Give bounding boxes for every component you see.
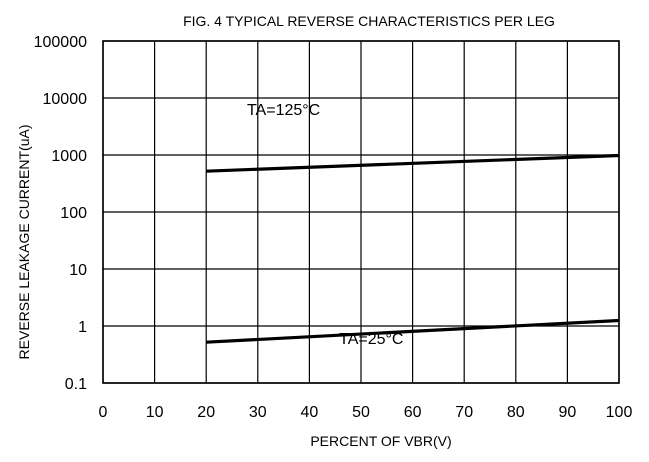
- y-tick-label-0: 0.1: [65, 376, 87, 393]
- x-tick-label-4: 40: [301, 404, 319, 421]
- y-tick-label-4: 1000: [51, 148, 87, 165]
- x-tick-labels: 0 10 20 30 40 50 60 70 80 90 100: [99, 404, 633, 421]
- x-tick-label-8: 80: [507, 404, 525, 421]
- plot-frame: [102, 40, 620, 384]
- x-axis-label: PERCENT OF VBR(V): [310, 433, 451, 449]
- y-tick-label-6: 100000: [34, 34, 87, 51]
- x-tick-label-0: 0: [99, 404, 108, 421]
- x-tick-label-5: 50: [352, 404, 370, 421]
- annotation-1: TA=25°C: [339, 331, 403, 348]
- series-line-1: [206, 318, 620, 344]
- y-tick-label-3: 100: [60, 205, 87, 222]
- x-tick-label-6: 60: [404, 404, 422, 421]
- y-tick-label-1: 1: [78, 319, 87, 336]
- y-axis-label: REVERSE LEAKAGE CURRENT(uA): [16, 125, 32, 360]
- series-line-0: [206, 153, 620, 173]
- x-tick-label-7: 70: [455, 404, 473, 421]
- series-layer: [206, 153, 620, 344]
- chart-title: FIG. 4 TYPICAL REVERSE CHARACTERISTICS P…: [183, 13, 555, 29]
- annotation-0: TA=125°C: [247, 102, 320, 119]
- y-tick-labels: 0.1 1 10 100 1000 10000 100000: [34, 34, 87, 393]
- annotations: TA=125°C TA=25°C: [247, 102, 404, 348]
- y-tick-label-2: 10: [69, 262, 87, 279]
- x-tick-label-3: 30: [249, 404, 267, 421]
- x-tick-label-1: 10: [146, 404, 164, 421]
- y-tick-label-5: 10000: [43, 91, 88, 108]
- x-tick-label-9: 90: [559, 404, 577, 421]
- x-tick-label-10: 100: [606, 404, 633, 421]
- x-tick-label-2: 20: [197, 404, 215, 421]
